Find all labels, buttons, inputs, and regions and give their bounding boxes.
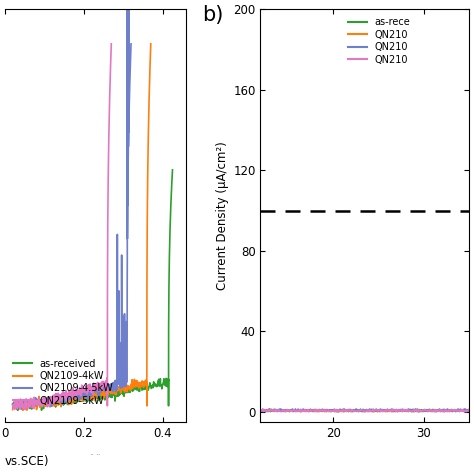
- Text: b): b): [202, 5, 223, 25]
- Text: 0.2        0.4: 0.2 0.4: [91, 454, 100, 455]
- Text: vs.SCE): vs.SCE): [5, 455, 49, 467]
- Legend: as-received, QN2109-4kW, QN2109-4.5kW, QN2109-5kW: as-received, QN2109-4kW, QN2109-4.5kW, Q…: [9, 356, 117, 409]
- Y-axis label: Current Density (μA/cm²): Current Density (μA/cm²): [216, 141, 229, 290]
- Legend: as-rece, QN210, QN210, QN210: as-rece, QN210, QN210, QN210: [345, 14, 413, 67]
